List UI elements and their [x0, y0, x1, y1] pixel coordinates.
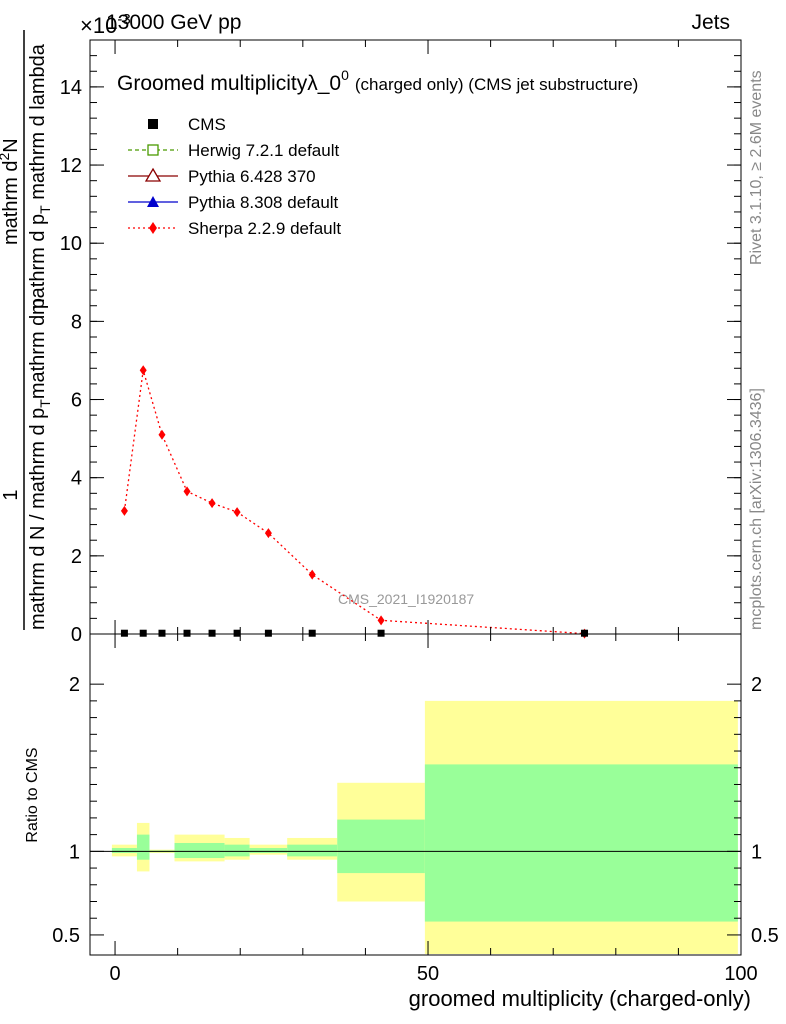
ratio-bands [111, 700, 738, 954]
y-tick-label: 10 [60, 233, 82, 255]
energy-label: 13000 GeV pp [106, 11, 241, 34]
y-tick-label: 0 [71, 624, 82, 646]
x-axis-label: groomed multiplicity (charged-only) [409, 986, 751, 1011]
ratio-tick-label: 2 [69, 674, 80, 696]
x-tick-label: 50 [417, 963, 439, 985]
cms-point [139, 629, 147, 637]
legend: CMS Herwig 7.2.1 default Pythia 6.428 370 P… [128, 115, 341, 238]
cms-point [233, 629, 241, 637]
ratio-tick-label: 0.5 [52, 925, 80, 947]
plot-title: Groomed multiplicityλ_00 (charged only) (… [117, 67, 638, 95]
cms-point [120, 629, 128, 637]
ratio-band-green [249, 848, 288, 854]
ratio-y-label: Ratio to CMS [24, 747, 41, 842]
sherpa-point [208, 498, 216, 509]
y-label-numerator: mathrm d2N [0, 138, 22, 245]
ratio-band-green [287, 844, 338, 857]
cms-point [377, 629, 385, 637]
sherpa-point [264, 528, 272, 539]
main-y-label: 1 mathrm d N / mathrm d pTmathrm d p mat… [0, 30, 53, 630]
ratio-band-green [111, 848, 137, 854]
y-label-denominator: mathrm d pT mathrm d lambda [27, 43, 53, 315]
cms-point [158, 629, 166, 637]
ratio-tick-label-right: 1 [751, 841, 762, 863]
legend-label: Pythia 6.428 370 [188, 167, 316, 186]
legend-label: Sherpa 2.2.9 default [188, 219, 341, 238]
ratio-band-green [424, 764, 738, 922]
ratio-tick-label: 1 [69, 841, 80, 863]
ratio-band-green [174, 842, 225, 859]
sherpa-point [158, 429, 166, 440]
legend-marker-cms [148, 119, 158, 129]
main-y-ticks: 0 2 4 6 8 10 12 14 [60, 77, 741, 646]
sherpa-point [308, 569, 316, 580]
legend-label: Herwig 7.2.1 default [188, 141, 339, 160]
ratio-y-ticks: 0.5 0.5 1 1 2 2 [52, 674, 779, 947]
y-tick-label: 8 [71, 311, 82, 333]
legend-marker-sherpa [149, 222, 157, 234]
sherpa-point [377, 615, 385, 626]
y-tick-label: 4 [71, 468, 82, 490]
legend-label: CMS [188, 115, 226, 134]
y-tick-label: 6 [71, 390, 82, 412]
x-tick-label: 0 [109, 963, 120, 985]
ratio-band-green [224, 844, 250, 857]
y-tick-label: 2 [71, 546, 82, 568]
sherpa-point [183, 486, 191, 497]
ratio-tick-label-right: 2 [751, 674, 762, 696]
legend-marker-herwig [147, 144, 159, 156]
cms-point [208, 629, 216, 637]
cms-series [120, 629, 589, 637]
category-label: Jets [691, 11, 730, 34]
mcplots-label: mcplots.cern.ch [arXiv:1306.3436] [748, 388, 765, 630]
sherpa-point [120, 505, 128, 516]
cms-point [308, 629, 316, 637]
sherpa-point [233, 507, 241, 518]
legend-marker-pythia6 [144, 167, 162, 182]
y-label-bottom: mathrm d N / mathrm d pTmathrm d p [27, 298, 53, 630]
ratio-plot-frame [89, 633, 742, 956]
rivet-label: Rivet 3.1.10, ≥ 2.6M events [748, 70, 765, 265]
x-ticks: 0 50 100 [109, 40, 758, 985]
legend-label: Pythia 8.308 default [188, 193, 339, 212]
ratio-tick-label-right: 0.5 [751, 925, 779, 947]
cms-point [264, 629, 272, 637]
exponent-label: ×10-3 [80, 11, 131, 38]
legend-marker-pythia8 [147, 196, 159, 207]
cms-point [183, 629, 191, 637]
ratio-band-green [337, 819, 425, 874]
sherpa-point [139, 365, 147, 376]
ratio-band-green [136, 834, 150, 860]
y-tick-label: 14 [60, 77, 82, 99]
sherpa-line [123, 370, 585, 635]
cms-point [581, 629, 589, 637]
analysis-watermark: CMS_2021_I1920187 [338, 591, 474, 607]
y-tick-label: 12 [60, 155, 82, 177]
y-label-top: 1 [0, 489, 22, 500]
x-tick-label: 100 [724, 963, 757, 985]
